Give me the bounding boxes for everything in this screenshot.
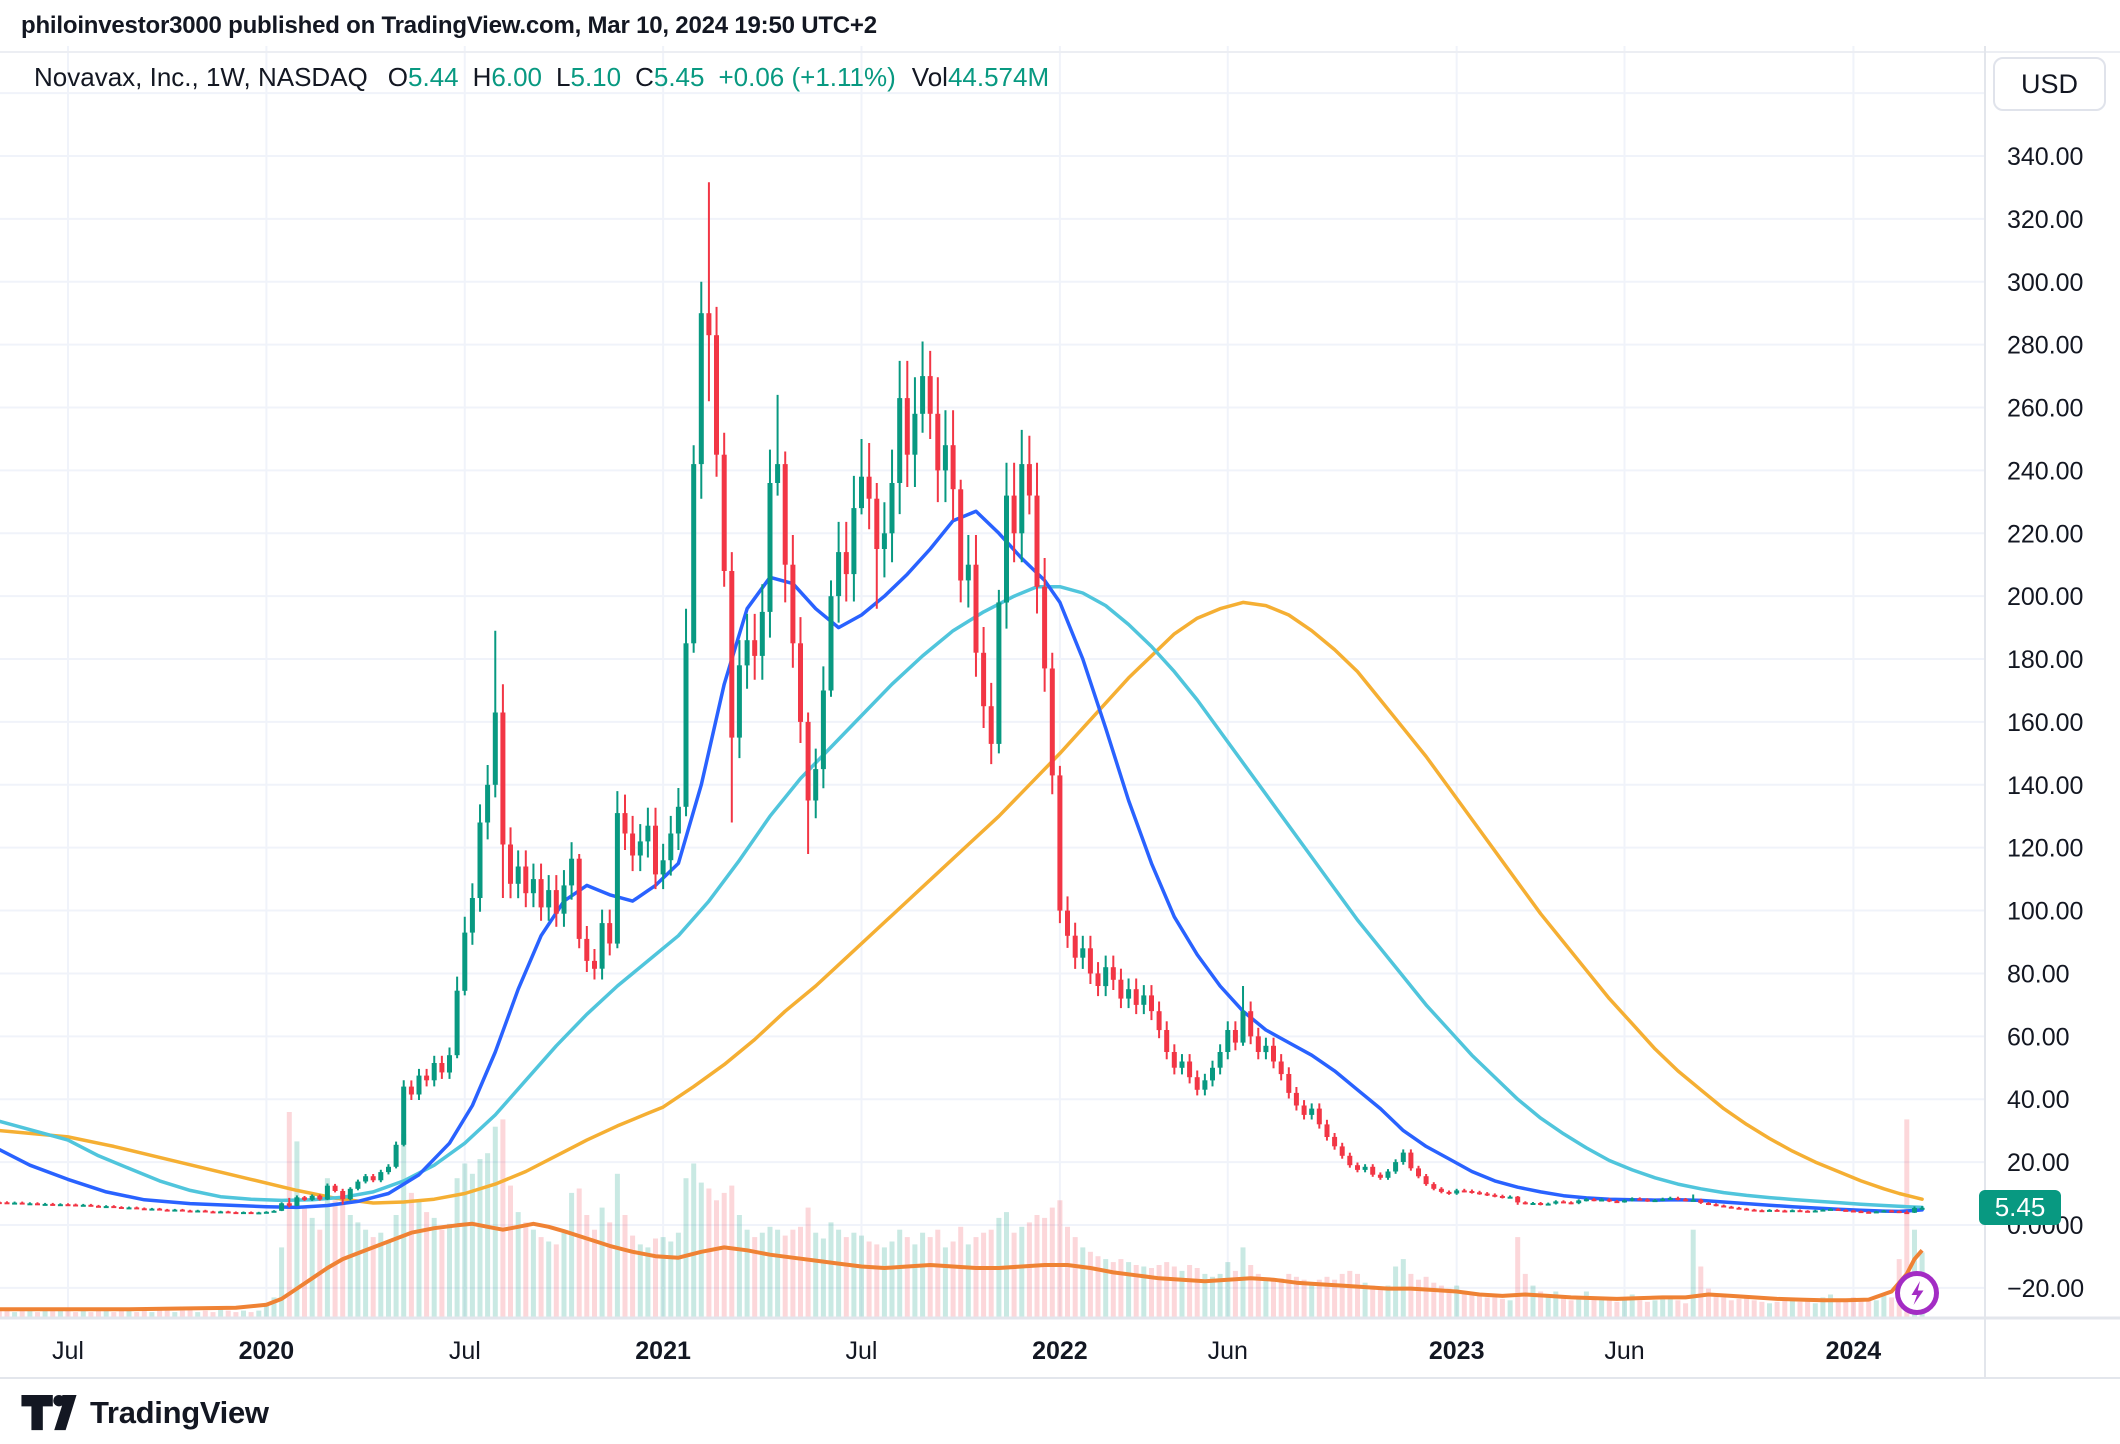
price-axis-label[interactable]: 280.00: [2007, 332, 2083, 360]
ma-fast-line: [0, 509, 1924, 1214]
price-axis-label[interactable]: 200.00: [2007, 583, 2083, 611]
price-axis-label[interactable]: 20.00: [2007, 1149, 2070, 1177]
price-axis-label[interactable]: 320.00: [2007, 206, 2083, 234]
time-axis-label[interactable]: 2021: [635, 1337, 691, 1365]
lightning-icon[interactable]: [1894, 1270, 1940, 1316]
symbol-legend: Novavax, Inc., 1W, NASDAQ O5.44 H6.00 L5.10…: [34, 62, 1063, 93]
price-axis-label[interactable]: 180.00: [2007, 646, 2083, 674]
ma-lines: [0, 509, 1924, 1214]
candlesticks: [0, 182, 1925, 1215]
attribution-header: philoinvestor3000 published on TradingVi…: [21, 12, 877, 40]
time-axis-label[interactable]: 2022: [1032, 1337, 1088, 1365]
price-axis-label[interactable]: 260.00: [2007, 395, 2083, 423]
price-axis-label[interactable]: 160.00: [2007, 709, 2083, 737]
price-axis-label[interactable]: 340.00: [2007, 143, 2083, 171]
price-axis-label[interactable]: 140.00: [2007, 772, 2083, 800]
ohlc-close: C5.45: [635, 62, 705, 92]
time-axis-label[interactable]: Jun: [1208, 1337, 1248, 1365]
ma-slow-line: [0, 600, 1924, 1205]
price-axis-label[interactable]: 300.00: [2007, 269, 2083, 297]
time-axis-label[interactable]: Jun: [1604, 1337, 1644, 1365]
time-axis-label[interactable]: Jul: [52, 1337, 84, 1365]
time-axis-label[interactable]: Jul: [846, 1337, 878, 1365]
ohlc-low: L5.10: [556, 62, 622, 92]
price-axis-label[interactable]: 100.00: [2007, 898, 2083, 926]
price-axis-label[interactable]: 80.00: [2007, 960, 2070, 988]
last-price-badge: 5.45: [1979, 1190, 2061, 1225]
price-axis-label[interactable]: 220.00: [2007, 520, 2083, 548]
time-axis-label[interactable]: 2023: [1429, 1337, 1485, 1365]
time-axis-label[interactable]: 2024: [1826, 1337, 1882, 1365]
price-axis-label[interactable]: −20.00: [2007, 1275, 2084, 1303]
price-axis-label[interactable]: 120.00: [2007, 835, 2083, 863]
time-axis-label[interactable]: Jul: [449, 1337, 481, 1365]
attribution-text: philoinvestor3000 published on TradingVi…: [21, 12, 877, 39]
tradingview-wordmark[interactable]: TradingView: [90, 1395, 269, 1430]
volume-ma-line: [0, 1221, 1924, 1312]
time-axis-labels[interactable]: Jul 2020 Jul 2021 Jul 2022 Jun 2023 Jun 2024: [52, 1337, 1881, 1365]
grid-lines: [0, 46, 1985, 1318]
tradingview-logo-icon[interactable]: [21, 1394, 77, 1432]
ohlc-high: H6.00: [472, 62, 543, 92]
time-axis-label[interactable]: 2020: [239, 1337, 295, 1365]
ma-mid-line: [0, 584, 1924, 1210]
currency-toggle-button[interactable]: USD: [1993, 57, 2106, 111]
volume-readout: Vol44.574M: [911, 62, 1050, 92]
price-axis-labels[interactable]: 340.00 320.00 300.00 280.00 260.00 240.00 220.…: [2007, 143, 2084, 1303]
pane-borders: [0, 46, 2120, 1379]
price-axis-label[interactable]: 40.00: [2007, 1086, 2070, 1114]
ohlc-open: O5.44: [387, 62, 459, 92]
price-change: +0.06 (+1.11%): [718, 62, 896, 92]
symbol-title: Novavax, Inc., 1W, NASDAQ: [34, 62, 368, 92]
footer: TradingView: [21, 1394, 269, 1432]
price-axis-label[interactable]: 240.00: [2007, 457, 2083, 485]
price-axis-label[interactable]: 60.00: [2007, 1023, 2070, 1051]
